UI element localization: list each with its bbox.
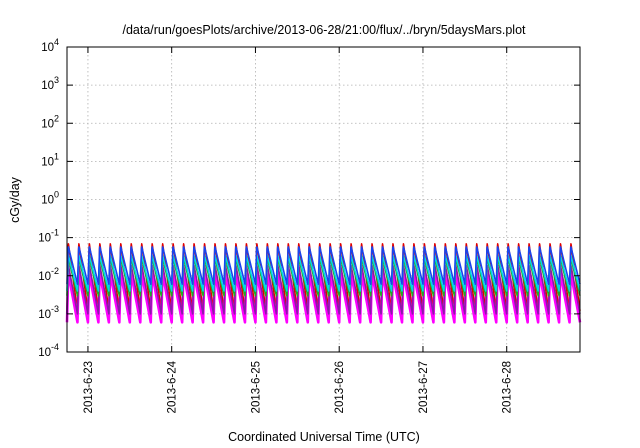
x-tick-label: 2013-6-26 <box>334 361 346 413</box>
x-axis-label: Coordinated Universal Time (UTC) <box>228 430 420 444</box>
y-tick-labels: 10-4 10-3 10-2 10-1 100 101 102 103 104 <box>38 37 59 359</box>
series-group <box>65 243 582 324</box>
series-line <box>66 246 581 286</box>
x-tick-labels: 2013-6-23 2013-6-24 2013-6-25 2013-6-26 2013… <box>83 360 514 413</box>
y-tick-label: 104 <box>41 37 59 54</box>
y-tick-label: 10-2 <box>38 266 59 283</box>
chart-title: /data/run/goesPlots/archive/2013-06-28/2… <box>122 23 526 37</box>
x-tick-label: 2013-6-25 <box>250 361 262 413</box>
y-tick-label: 10-4 <box>38 342 59 359</box>
y-tick-label: 100 <box>41 190 59 207</box>
y-axis-label: cGy/day <box>8 176 22 223</box>
x-tick-label: 2013-6-27 <box>418 361 430 413</box>
ticks <box>67 46 580 353</box>
series-line <box>66 254 581 292</box>
x-tick-label: 2013-6-28 <box>502 361 514 413</box>
y-tick-label: 102 <box>41 113 59 130</box>
x-tick-label: 2013-6-24 <box>167 360 179 413</box>
y-tick-label: 101 <box>41 151 59 168</box>
x-tick-label: 2013-6-23 <box>83 361 95 413</box>
y-tick-label: 10-3 <box>38 304 59 321</box>
y-tick-label: 103 <box>41 75 59 92</box>
y-tick-label: 10-1 <box>38 228 59 245</box>
